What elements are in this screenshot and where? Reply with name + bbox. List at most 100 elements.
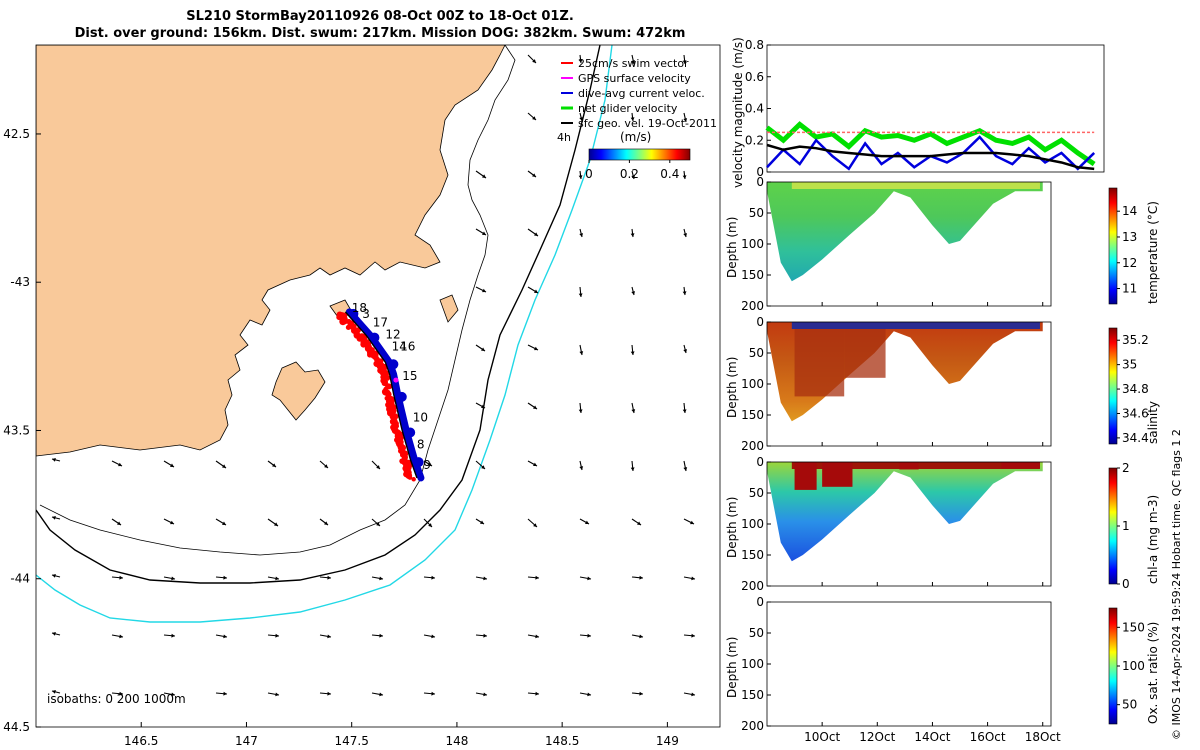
vector-arrow [579, 518, 590, 525]
vector-arrow [579, 460, 584, 471]
vector-arrow [682, 170, 687, 180]
vector-arrow [579, 576, 592, 581]
section-ytick-label: 0 [756, 595, 764, 609]
vector-arrow [267, 576, 280, 581]
legend-net-label: net glider velocity [578, 102, 678, 115]
vector-arrow [215, 518, 227, 526]
section-ytick-label: 50 [749, 206, 764, 220]
vector-arrow [371, 576, 384, 581]
vector-arrow [51, 631, 61, 636]
credit-text: © IMOS 14-Apr-2024 19:59:24 Hobart time.… [1170, 429, 1183, 740]
vector-arrow [683, 692, 696, 697]
vector-arrow [631, 54, 636, 65]
map-xtick-label: 147 [235, 734, 258, 748]
vector-arrow [163, 518, 175, 525]
dive-avg-current-band [345, 308, 425, 482]
day-label: 18 [352, 301, 367, 315]
legend-dive-label: dive-avg current veloc. [578, 87, 705, 100]
vector-arrow [475, 633, 488, 638]
vector-arrow [578, 402, 583, 414]
colorbar-title: chl-a (mg m-3) [1146, 495, 1160, 584]
isobaths-label: isobaths: 0 200 1000m [47, 692, 186, 706]
swim-vector-mark [391, 427, 399, 434]
colorbar-tick-label: 11 [1122, 282, 1137, 296]
velocity-ytick-label: 0 [756, 165, 764, 179]
velocity-series-net-glider-velocity [765, 121, 1096, 167]
vector-arrow [475, 518, 485, 525]
colorbar-label: (m/s) [620, 130, 651, 144]
map-ytick-label: 42.5 [3, 127, 30, 141]
vector-arrow [527, 54, 537, 64]
velocity-ytick-label: 0.4 [745, 102, 764, 116]
legend-gps-label: GPS surface velocity [578, 72, 691, 85]
isobath-0m-outline [39, 45, 516, 556]
chla-high-patch [794, 462, 817, 490]
day-label: 15 [402, 369, 417, 383]
colorbar-map [588, 148, 691, 161]
vector-arrow [371, 460, 381, 470]
map-xtick-label: 147.5 [335, 734, 369, 748]
section-xtick-label: 18Oct [1025, 730, 1061, 744]
swim-vector-mark [389, 413, 396, 420]
day-label: 12 [385, 328, 400, 342]
dive-avg-mark [405, 427, 416, 438]
section-ytick-label: 100 [741, 377, 764, 391]
section-ytick-label: 0 [756, 315, 764, 329]
dive-avg-mark [396, 391, 407, 402]
vector-arrow [423, 460, 433, 467]
velocity-ylabel: velocity magnitude (m/s) [731, 37, 745, 188]
colorbar-tick-label: 14 [1122, 204, 1137, 218]
section-ytick-label: 50 [749, 346, 764, 360]
vector-arrow [475, 402, 486, 409]
chart-title-line2: Dist. over ground: 156km. Dist. swum: 21… [74, 26, 686, 41]
section-ytick-label: 200 [741, 579, 764, 593]
vector-arrow [163, 576, 176, 581]
vector-arrow [475, 576, 488, 581]
colorbar-tick-label: 150 [1122, 620, 1145, 634]
vector-arrow [579, 112, 584, 122]
vector-arrow [579, 692, 592, 697]
section-ytick-label: 50 [749, 486, 764, 500]
colorbar-tick-label: 34.8 [1122, 382, 1149, 396]
vector-arrow [423, 634, 436, 639]
section-xtick-label: 16Oct [970, 730, 1006, 744]
vector-arrow [111, 634, 124, 639]
velocity-ytick-label: 0.8 [745, 38, 764, 52]
section-ytick-label: 200 [741, 299, 764, 313]
vector-arrow [51, 573, 61, 578]
vector-arrow [683, 112, 688, 123]
map-xtick-label: 148.5 [545, 734, 579, 748]
section-ytick-label: 150 [741, 268, 764, 282]
vector-arrow [371, 518, 381, 527]
salinity-high-patch [844, 329, 886, 378]
map-axes: 146.5 147 147.5 148 148.5 14942.5-4343.5-4444… [3, 127, 679, 748]
vector-arrow [111, 691, 124, 696]
chla-panel: 0 50 100 150 200 Depth (m) 0 1 2 chl-a (mg m-3) [725, 455, 1160, 593]
day-label: 8 [417, 437, 425, 451]
vector-arrow [630, 228, 635, 238]
vector-arrow [682, 54, 687, 65]
section-colorbar [1108, 467, 1118, 585]
salinity-panel: 0 50 100 150 200 Depth (m) 34.4 34.6 34.8 35 35.2 s… [725, 315, 1160, 453]
vector-arrow [163, 692, 176, 697]
section-ylabel: Depth (m) [725, 357, 739, 418]
vector-arrow [51, 689, 61, 694]
section-ytick-label: 150 [741, 548, 764, 562]
section-ytick-label: 50 [749, 626, 764, 640]
colorbar-title: temperature (°C) [1146, 201, 1160, 304]
map-xtick-label: 148 [445, 734, 468, 748]
vector-arrow [111, 518, 122, 526]
swim-vector-mark [405, 472, 413, 479]
vector-arrow [527, 112, 537, 121]
vector-arrow [631, 402, 636, 414]
map-ytick-label: 44.5 [3, 720, 30, 734]
map-xtick-label: 146.5 [124, 734, 158, 748]
section-ytick-label: 0 [756, 175, 764, 189]
colorbar-map-ticks: 0 0.2 0.4 [585, 160, 679, 181]
vector-arrow [683, 576, 696, 581]
vector-arrow [371, 633, 384, 638]
vector-arrow [51, 457, 61, 462]
chart-title-line1: SL210 StormBay20110926 08-Oct 00Z to 18-… [186, 9, 574, 24]
vector-arrow [267, 692, 280, 697]
